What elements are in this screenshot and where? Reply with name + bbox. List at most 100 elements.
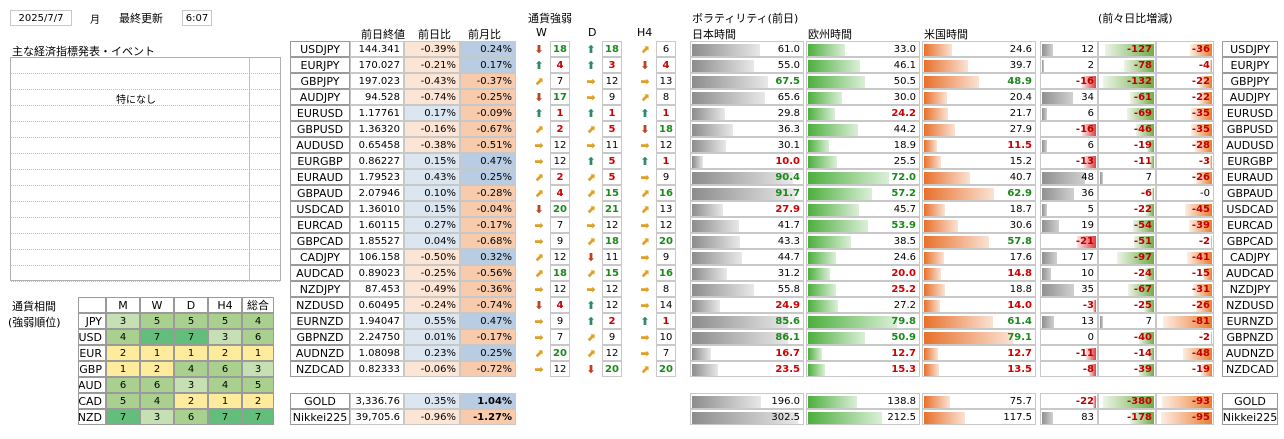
delta-cell: -26 xyxy=(1156,169,1214,185)
vol-bar xyxy=(692,364,719,376)
weekday: 月 xyxy=(90,14,100,26)
delta-cell: -95 xyxy=(1156,409,1214,425)
trend-arrow-icon: ➡ xyxy=(640,250,650,264)
vol-value: 23.5 xyxy=(775,363,800,375)
close-value: 1.36320 xyxy=(350,121,404,137)
delta-value: -39 xyxy=(1133,363,1152,375)
delta-bar xyxy=(1145,204,1154,216)
vol-value: 30.0 xyxy=(893,91,916,103)
vol-value: 14.8 xyxy=(1007,267,1032,279)
delta-cell: -15 xyxy=(1156,265,1214,281)
vol-cell: 44.7 xyxy=(690,249,804,265)
trend-arrow-icon: ⬆ xyxy=(586,42,596,56)
col-close-header: 前日終値 xyxy=(361,28,405,41)
pair-name: AUDNZD xyxy=(290,345,350,361)
vol-bar xyxy=(692,60,754,72)
pair-name-right: AUDUSD xyxy=(1222,137,1278,153)
vol-value: 61.4 xyxy=(1007,315,1032,327)
vol-bar xyxy=(692,316,788,328)
events-row xyxy=(11,90,280,106)
vol-bar xyxy=(808,92,842,104)
trend-rank: 20 xyxy=(550,345,570,361)
delta-value: -0 xyxy=(1200,187,1210,199)
trend-rank: 7 xyxy=(656,345,676,361)
delta-bar xyxy=(1093,300,1096,312)
delta-bar xyxy=(1042,44,1053,56)
delta-cell: -40 xyxy=(1098,329,1156,345)
corr-rank: 4 xyxy=(106,329,140,345)
vol-cell: 33.0 xyxy=(806,41,920,57)
vol-cell: 11.5 xyxy=(922,137,1036,153)
events-divider xyxy=(249,266,250,282)
delta-bar xyxy=(1081,76,1096,88)
delta-value: -41 xyxy=(1191,251,1210,263)
delta-cell: -48 xyxy=(1156,345,1214,361)
events-row xyxy=(11,138,280,154)
vol-bar xyxy=(924,396,951,408)
delta-cell: -36 xyxy=(1156,41,1214,57)
close-value: 1.85527 xyxy=(350,233,404,249)
trend-rank: 1 xyxy=(656,313,676,329)
delta-value: -11 xyxy=(1075,347,1094,359)
vol-value: 86.1 xyxy=(775,331,800,343)
trend-rank: 20 xyxy=(550,201,570,217)
trend-arrow-icon: ⬆ xyxy=(586,154,596,168)
pair-name-right: EURCAD xyxy=(1222,217,1278,233)
corr-currency: AUD xyxy=(78,377,106,393)
vol-value: 15.2 xyxy=(1009,155,1032,167)
pair-name: GBPJPY xyxy=(290,73,350,89)
pair-name-right: GBPJPY xyxy=(1222,73,1278,89)
vol-cell: 40.7 xyxy=(922,169,1036,185)
delta-cell: -2 xyxy=(1156,233,1214,249)
corr-col-header: M xyxy=(106,297,140,313)
delta-value: -36 xyxy=(1191,43,1210,55)
delta-value: 10 xyxy=(1081,267,1094,279)
close-value: 87.453 xyxy=(350,281,404,297)
dod-value: -0.21% xyxy=(404,57,460,73)
vol-bar xyxy=(692,172,794,184)
delta-bar xyxy=(1116,252,1154,264)
delta-value: -6 xyxy=(1140,187,1152,199)
trend-arrow-icon: ⬈ xyxy=(586,170,596,184)
vol-bar xyxy=(808,316,898,328)
corr-subtitle: (強弱順位) xyxy=(8,316,61,329)
vol-cell: 50.9 xyxy=(806,329,920,345)
mom-value: -0.17% xyxy=(460,329,516,345)
trend-arrow-icon: ⬈ xyxy=(640,90,650,104)
vol-value: 44.2 xyxy=(893,123,916,135)
mom-value: 0.32% xyxy=(460,249,516,265)
vol-header: ボラティリティ(前日) xyxy=(692,12,799,25)
mom-value: -0.67% xyxy=(460,121,516,137)
corr-rank: 3 xyxy=(242,361,274,377)
delta-value: -22 xyxy=(1075,395,1094,407)
vol-bar xyxy=(692,220,739,232)
delta-cell: -3 xyxy=(1040,297,1098,313)
corr-rank: 7 xyxy=(106,409,140,425)
delta-value: 83 xyxy=(1081,411,1094,423)
vol-value: 90.4 xyxy=(775,171,800,183)
delta-bar xyxy=(1088,364,1096,376)
delta-bar xyxy=(1042,108,1048,120)
trend-arrow-icon: ⬆ xyxy=(640,154,650,168)
vol-cell: 86.1 xyxy=(690,329,804,345)
events-divider xyxy=(249,74,250,90)
corr-currency: NZD xyxy=(78,409,106,425)
trend-rank: 21 xyxy=(602,201,622,217)
corr-rank: 3 xyxy=(208,329,242,345)
corr-currency: GBP xyxy=(78,361,106,377)
corr-rank: 2 xyxy=(208,345,242,361)
events-divider xyxy=(249,218,250,234)
delta-value: -54 xyxy=(1133,219,1152,231)
close-value: 1.60115 xyxy=(350,217,404,233)
pair-name: NZDCAD xyxy=(290,361,350,377)
vol-cell: 62.9 xyxy=(922,185,1036,201)
vol-bar xyxy=(924,60,969,72)
trend-arrow-icon: ⬇ xyxy=(640,58,650,72)
events-row xyxy=(11,154,280,170)
delta-cell: -67 xyxy=(1098,281,1156,297)
trend-rank: 15 xyxy=(602,265,622,281)
delta-cell: -0 xyxy=(1156,185,1214,201)
delta-bar xyxy=(1146,140,1154,152)
vol-bar xyxy=(692,300,720,312)
vol-value: 117.5 xyxy=(1003,411,1032,423)
